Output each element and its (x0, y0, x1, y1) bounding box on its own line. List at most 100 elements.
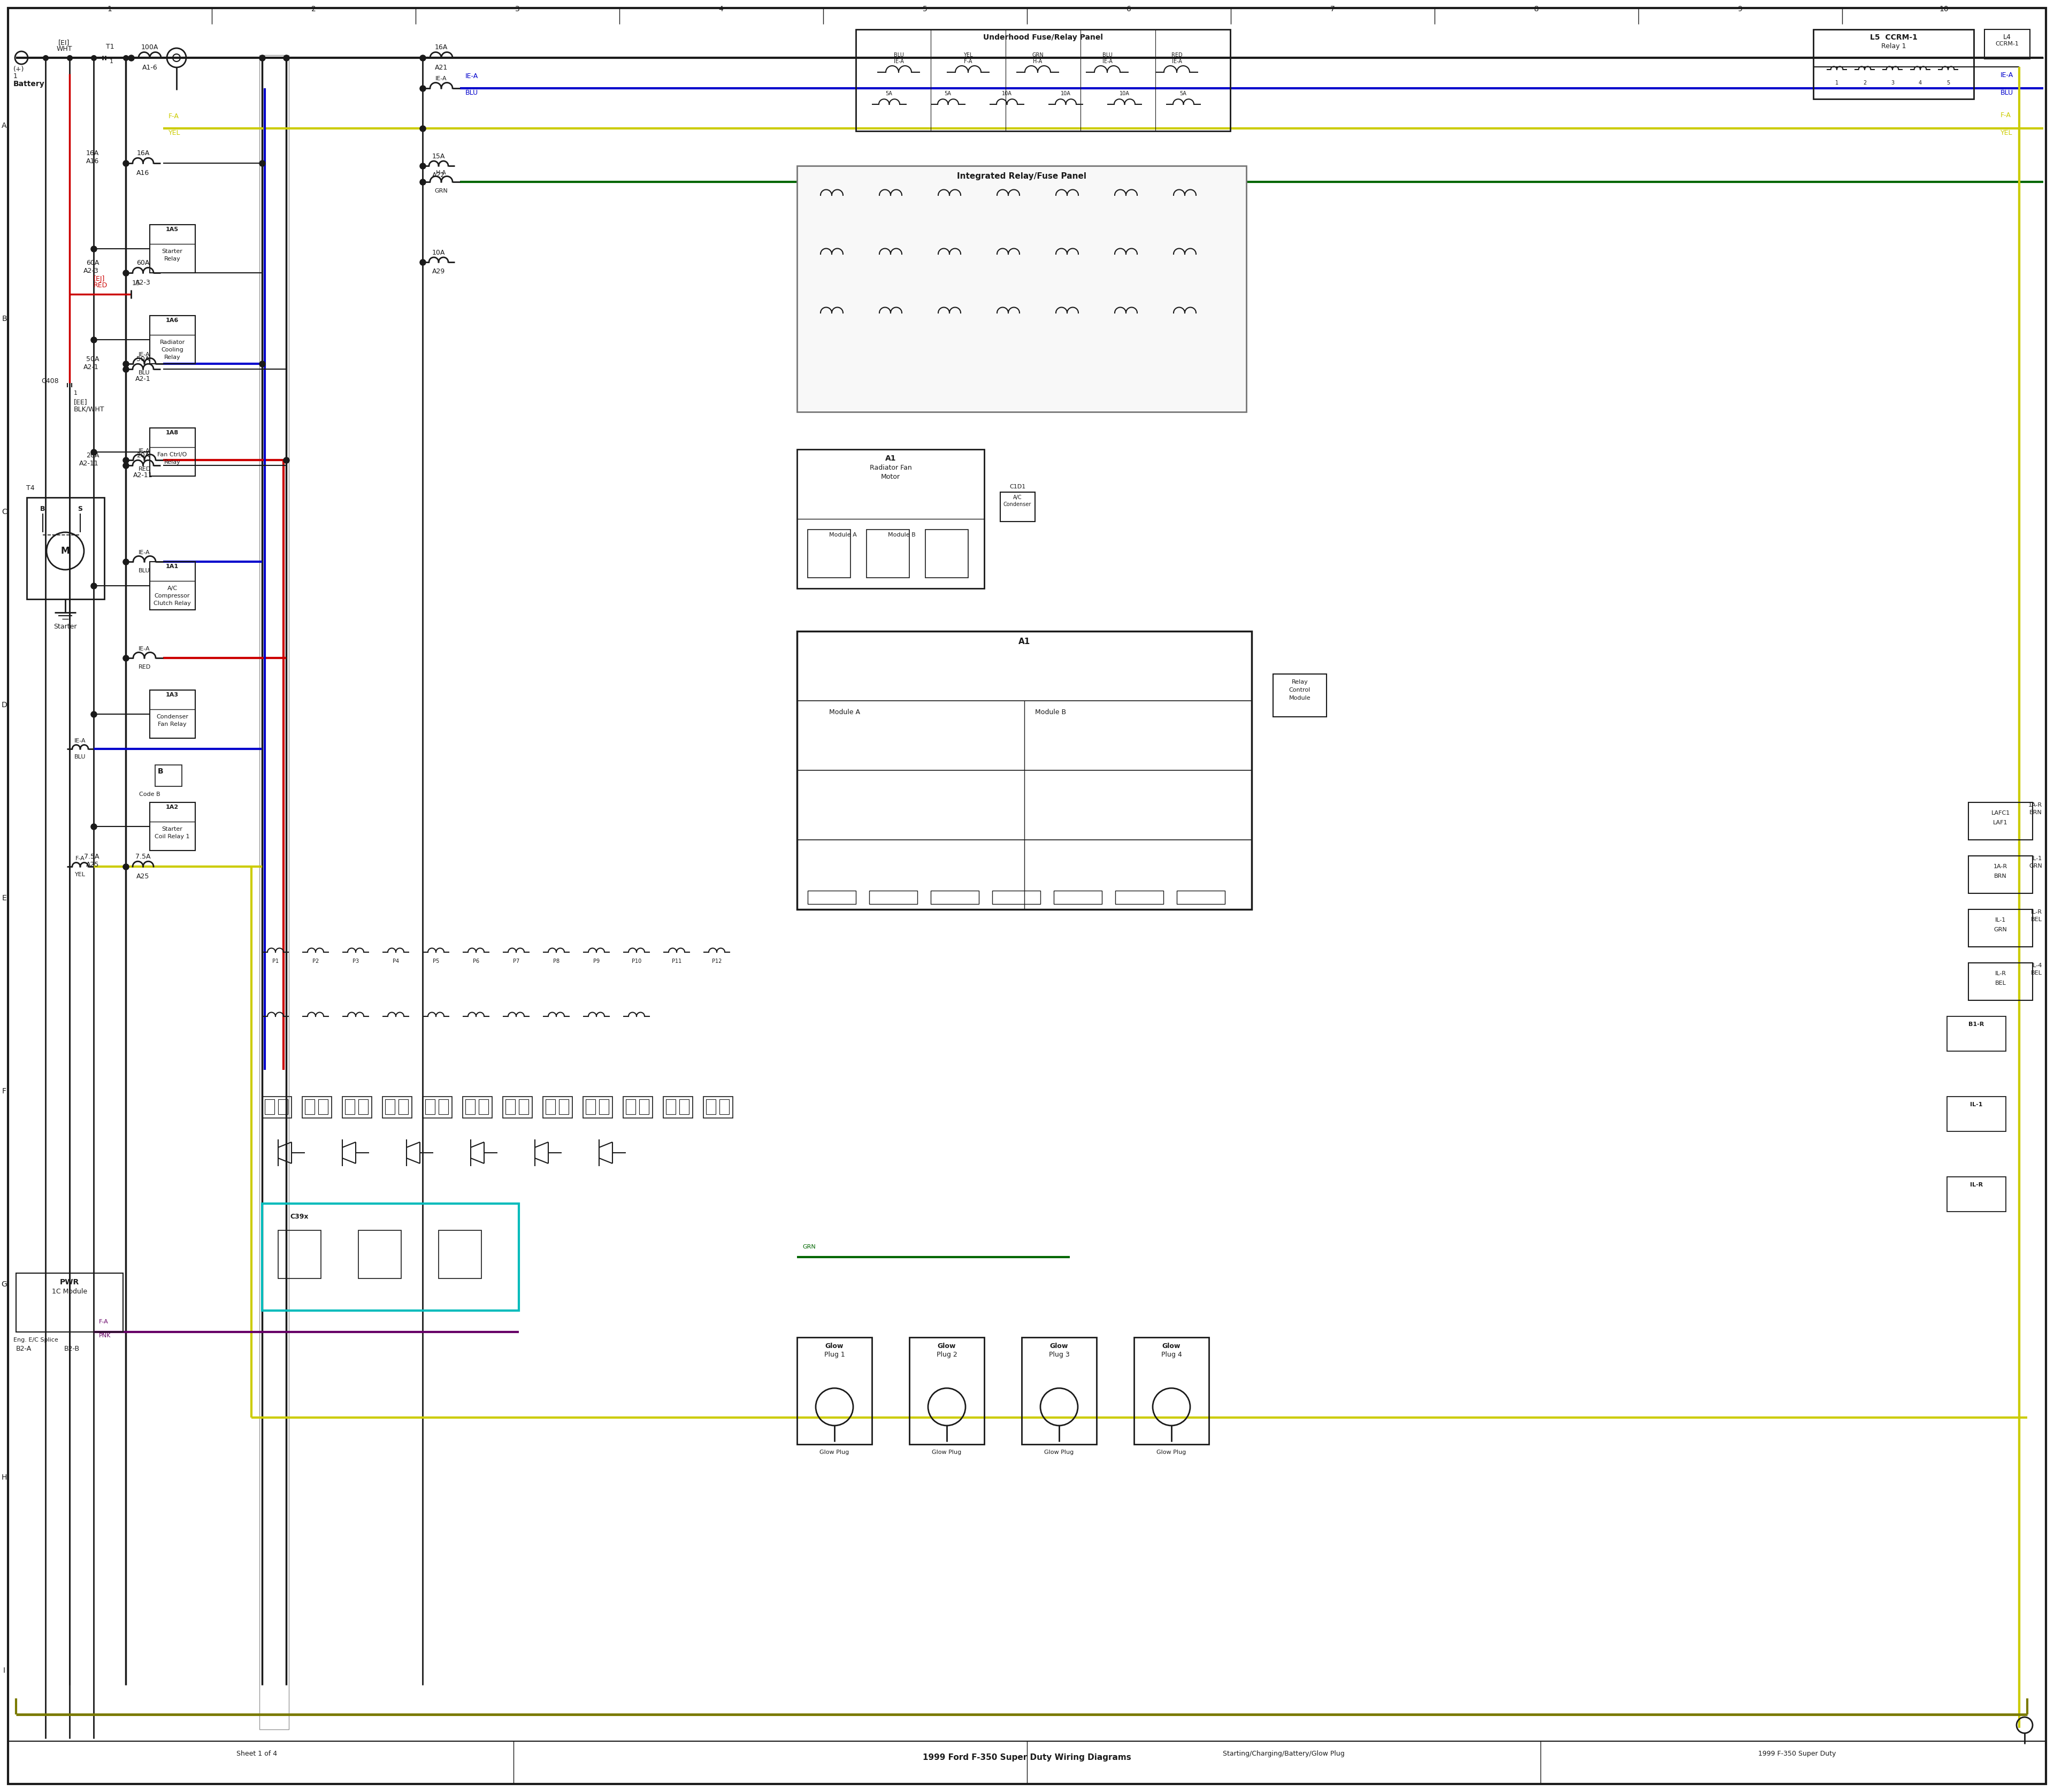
Bar (27, 498, 105, 599)
Text: 7.5A: 7.5A (84, 853, 99, 860)
Text: YEL: YEL (963, 52, 974, 57)
Text: F-A: F-A (99, 1319, 109, 1324)
Bar (1968, 962, 2033, 1000)
Text: Starter: Starter (162, 826, 183, 831)
Bar (382, 1097, 413, 1118)
Text: M: M (62, 547, 70, 556)
Text: Module B: Module B (887, 532, 916, 538)
Text: 5: 5 (1947, 81, 1949, 86)
Text: B2-B: B2-B (64, 1346, 80, 1353)
Text: Plug 4: Plug 4 (1161, 1351, 1181, 1358)
Text: RED: RED (1171, 52, 1183, 57)
Text: IL-R: IL-R (1994, 971, 2007, 977)
Text: A1: A1 (885, 455, 896, 462)
Text: P5: P5 (433, 959, 440, 964)
Bar (1115, 891, 1163, 903)
Text: Module A: Module A (830, 710, 861, 715)
Text: IE-A: IE-A (466, 73, 479, 79)
Bar (386, 1098, 394, 1115)
Text: GRN: GRN (1031, 52, 1043, 57)
Bar (265, 1098, 275, 1115)
Bar (807, 891, 857, 903)
Text: Glow: Glow (937, 1342, 955, 1349)
Text: 1999 Ford F-350 Super Duty Wiring Diagrams: 1999 Ford F-350 Super Duty Wiring Diagra… (922, 1754, 1132, 1762)
Text: 1A-R: 1A-R (2027, 803, 2042, 808)
Bar (1273, 674, 1327, 717)
Text: Relay: Relay (164, 459, 181, 464)
Text: P9: P9 (594, 959, 600, 964)
Bar (867, 530, 910, 577)
Text: Eng. E/C Splice: Eng. E/C Splice (14, 1337, 58, 1342)
Text: BLU: BLU (466, 90, 479, 97)
Bar (797, 631, 1251, 909)
Text: BLU: BLU (74, 754, 86, 760)
Text: Plug 3: Plug 3 (1050, 1351, 1070, 1358)
Text: Code B: Code B (140, 792, 160, 797)
Text: A2-3: A2-3 (136, 280, 150, 287)
Text: I: I (4, 1667, 6, 1674)
Text: 15A: 15A (431, 152, 446, 159)
Text: T4: T4 (27, 484, 35, 491)
Text: 5A: 5A (885, 91, 891, 97)
Text: Control: Control (1290, 688, 1310, 694)
Text: 5A: 5A (1179, 91, 1187, 97)
Text: A22: A22 (431, 172, 446, 179)
Text: A1: A1 (1019, 638, 1031, 645)
Text: LAFC1: LAFC1 (1990, 810, 2011, 815)
Bar (559, 1098, 569, 1115)
Bar (277, 1231, 320, 1278)
Text: C: C (2, 509, 6, 516)
Text: IE-A: IE-A (138, 351, 150, 357)
Text: F-A: F-A (168, 113, 179, 120)
Text: BEL: BEL (1994, 980, 2007, 986)
Text: Relay 1: Relay 1 (1881, 43, 1906, 50)
Text: P6: P6 (472, 959, 479, 964)
Text: C39x: C39x (290, 1213, 308, 1220)
Text: L5  CCRM-1: L5 CCRM-1 (1869, 34, 1916, 41)
Text: 1: 1 (74, 391, 78, 396)
Text: 2: 2 (1863, 81, 1867, 86)
Bar (546, 1098, 555, 1115)
Text: 1: 1 (1834, 81, 1838, 86)
Bar (440, 1098, 448, 1115)
Text: 16A: 16A (86, 151, 99, 156)
Text: Starting/Charging/Battery/Glow Plug: Starting/Charging/Battery/Glow Plug (1222, 1751, 1345, 1758)
Text: IE-A: IE-A (2001, 72, 2013, 79)
Text: PWR: PWR (60, 1278, 80, 1287)
Bar (150, 803, 195, 851)
Text: IL-4: IL-4 (2031, 962, 2042, 968)
Bar (423, 1097, 452, 1118)
Bar (150, 690, 195, 738)
Bar (398, 1098, 409, 1115)
Text: A16: A16 (138, 170, 150, 176)
Text: 7.5A: 7.5A (136, 853, 150, 860)
Text: P2: P2 (312, 959, 318, 964)
Bar (505, 1098, 516, 1115)
Text: Condenser: Condenser (156, 715, 189, 719)
Text: BLU: BLU (893, 52, 904, 57)
Text: IL-R: IL-R (1970, 1183, 1982, 1188)
Bar (930, 891, 980, 903)
Bar (304, 1098, 314, 1115)
Text: PNK: PNK (99, 1333, 111, 1339)
Bar (583, 1097, 612, 1118)
Bar (357, 1098, 368, 1115)
Bar (1054, 891, 1101, 903)
Text: BLU: BLU (1103, 52, 1113, 57)
Bar (600, 1098, 608, 1115)
Text: IE-A: IE-A (1103, 59, 1113, 65)
Text: 1A5: 1A5 (166, 228, 179, 233)
Text: A2-3: A2-3 (84, 267, 99, 274)
Text: YEL: YEL (168, 129, 181, 136)
Text: F-A: F-A (76, 857, 84, 862)
Text: T1: T1 (107, 43, 115, 50)
Text: Battery: Battery (14, 81, 45, 88)
Text: Glow Plug: Glow Plug (1043, 1450, 1074, 1455)
Text: 3: 3 (516, 5, 520, 13)
Bar (1984, 29, 2029, 59)
Text: P1: P1 (273, 959, 279, 964)
Text: A25: A25 (136, 873, 150, 880)
Text: IE-A: IE-A (74, 738, 86, 744)
Text: B: B (2, 315, 6, 323)
Bar (626, 1098, 635, 1115)
